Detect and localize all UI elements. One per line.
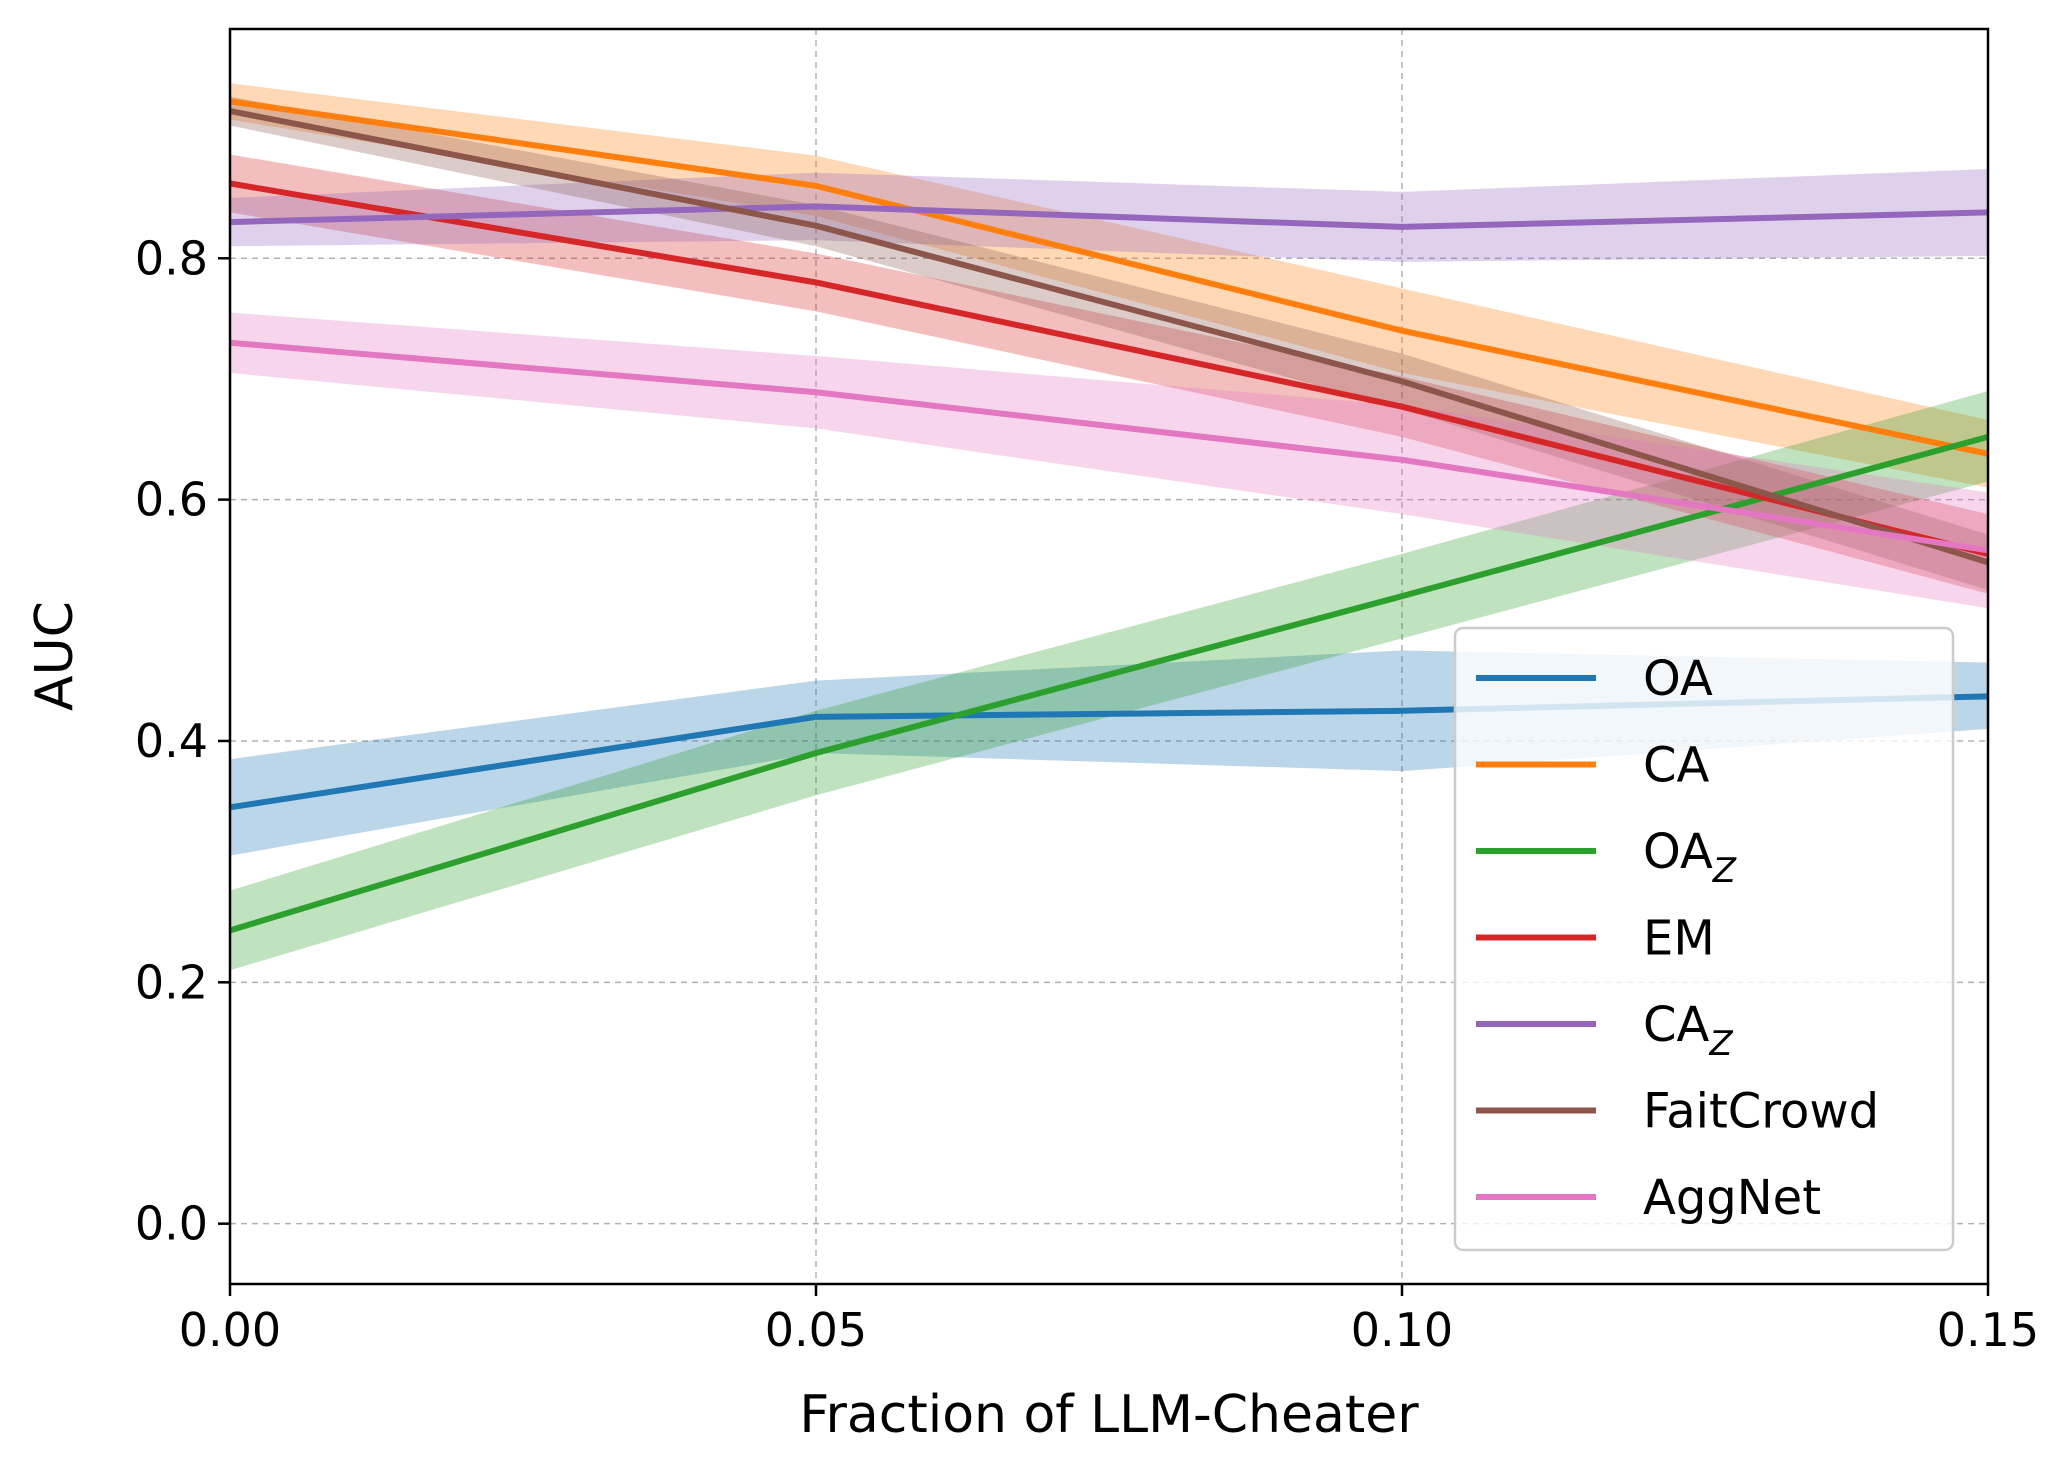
x-tick-label: 0.05 — [765, 1303, 867, 1357]
x-axis: 0.00 0.05 0.10 0.15 — [179, 1284, 2039, 1357]
series-line-ca-z — [229, 203, 1989, 230]
legend-item-faitcrowd: FaitCrowd — [1476, 1084, 1879, 1140]
series-line-aggnet — [229, 339, 1989, 554]
legend-item-oa-z: OAZ — [1476, 824, 1737, 891]
series-line-faitcrowd — [229, 108, 1989, 566]
band-oa-z — [230, 391, 1988, 971]
x-tick-label: 0.10 — [1351, 1303, 1453, 1357]
x-tick-label: 0.15 — [1937, 1303, 2039, 1357]
series-line-ca — [229, 98, 1989, 457]
band-ca — [230, 83, 1988, 488]
band-aggnet — [230, 312, 1988, 609]
y-tick-label: 0.8 — [135, 231, 208, 285]
legend-item-oa: OA — [1476, 651, 1713, 707]
x-axis-title: Fraction of LLM-Cheater — [799, 1385, 1419, 1445]
y-tick-label: 0.0 — [135, 1197, 208, 1251]
legend-item-ca-z: CAZ — [1476, 997, 1733, 1064]
legend: OA CA OAZ EM CAZ FaitCrowd AggNet — [1453, 626, 1955, 1252]
series-line-em — [229, 180, 1989, 557]
legend-label: EM — [1643, 911, 1715, 967]
y-tick-label: 0.6 — [135, 473, 208, 527]
y-axis: 0.0 0.2 0.4 0.6 0.8 — [135, 231, 230, 1251]
y-tick-label: 0.2 — [135, 955, 208, 1009]
legend-item-aggnet: AggNet — [1476, 1170, 1821, 1226]
legend-label: AggNet — [1643, 1170, 1821, 1226]
plot-area-frame — [228, 27, 1990, 1286]
legend-label: OAZ — [1643, 824, 1737, 891]
legend-item-em: EM — [1476, 911, 1715, 967]
legend-label: FaitCrowd — [1643, 1084, 1879, 1140]
legend-label: CAZ — [1643, 997, 1733, 1064]
legend-item-ca: CA — [1476, 738, 1710, 794]
x-tick-label: 0.00 — [179, 1303, 281, 1357]
legend-box — [1453, 626, 1955, 1252]
legend-label: OA — [1643, 651, 1713, 707]
band-em — [230, 154, 1988, 594]
y-axis-title: AUC — [25, 601, 85, 711]
y-tick-label: 0.4 — [135, 714, 208, 768]
legend-label: CA — [1643, 738, 1710, 794]
series-line-oa-z — [229, 433, 1989, 934]
